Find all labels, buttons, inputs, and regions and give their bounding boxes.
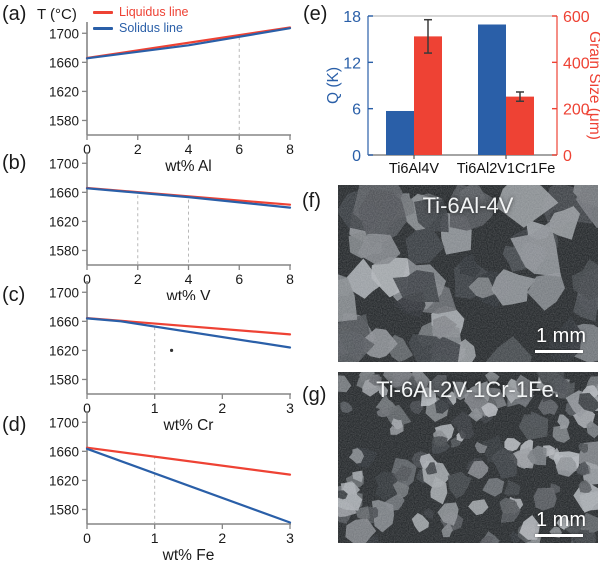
panel-b-tag: (b): [2, 152, 27, 174]
svg-text:wt% V: wt% V: [166, 288, 212, 300]
solidus-line: [85, 187, 292, 209]
svg-text:1700: 1700: [49, 156, 79, 171]
bar-grainsize-Ti6Al4V: [414, 36, 442, 155]
stray-dot: [169, 348, 174, 352]
svg-text:1620: 1620: [49, 84, 79, 99]
legend: Liquidus line Solidus line: [93, 4, 189, 36]
solidus-line: [85, 447, 292, 524]
svg-text:2: 2: [134, 141, 142, 157]
svg-text:wt% Fe: wt% Fe: [162, 547, 215, 564]
svg-text:0: 0: [352, 148, 361, 165]
temperature-axis-title: T (°C): [37, 6, 77, 23]
svg-text:6: 6: [352, 102, 361, 119]
legend-item-liquidus: Liquidus line: [93, 4, 189, 20]
bar-q-Ti6Al2V1Cr1Fe: [478, 24, 506, 155]
solidus-line: [85, 27, 292, 60]
svg-text:1: 1: [151, 530, 159, 546]
bar-q-Ti6Al4V: [386, 110, 414, 155]
svg-text:2: 2: [218, 400, 226, 416]
grain-size-axis-title: Grain Size (μm): [586, 31, 600, 140]
panel-g-tag: (g): [302, 384, 327, 406]
svg-text:1660: 1660: [49, 444, 79, 459]
svg-text:0: 0: [83, 400, 91, 416]
svg-text:18: 18: [343, 9, 361, 26]
chart-liquidus-solidus-vs-al: 1580 1620 1660 1700 0 2 4 6 8 wt% Al: [49, 22, 294, 172]
svg-text:1580: 1580: [49, 372, 79, 387]
panel-a-tag: (a): [2, 3, 27, 25]
svg-text:3: 3: [286, 530, 294, 546]
svg-text:1580: 1580: [49, 243, 79, 258]
panel-f-tag: (f): [302, 190, 321, 212]
svg-text:600: 600: [563, 9, 590, 26]
svg-text:0: 0: [83, 271, 91, 287]
svg-text:1700: 1700: [49, 415, 79, 430]
svg-text:1: 1: [151, 400, 159, 416]
svg-text:0: 0: [563, 148, 572, 165]
svg-text:4: 4: [185, 141, 193, 157]
svg-text:8: 8: [286, 141, 294, 157]
micrograph-g-alloy-label: Ti-6Al-2V-1Cr-1Fe.: [376, 377, 560, 402]
svg-text:0: 0: [83, 530, 91, 546]
svg-text:wt% Al: wt% Al: [164, 158, 212, 172]
category-label-Ti6Al2V1Cr1Fe: Ti6Al2V1Cr1Fe: [457, 161, 556, 177]
legend-label-solidus: Solidus line: [119, 21, 183, 35]
category-label-Ti6Al4V: Ti6Al4V: [389, 161, 440, 177]
liquidus-line: [85, 446, 292, 476]
svg-text:0: 0: [83, 141, 91, 157]
solidus-line-swatch: [93, 26, 113, 30]
svg-text:1660: 1660: [49, 185, 79, 200]
svg-text:6: 6: [235, 141, 243, 157]
svg-text:8: 8: [286, 271, 294, 287]
legend-label-liquidus: Liquidus line: [119, 5, 189, 19]
svg-text:1700: 1700: [49, 285, 79, 300]
micrograph-g-texture: [338, 372, 598, 543]
liquidus-line-swatch: [93, 10, 113, 14]
svg-text:6: 6: [235, 271, 243, 287]
panel-d-tag: (d): [2, 414, 27, 436]
micrograph-f-scalebar-label: 1 mm: [536, 325, 586, 347]
svg-text:4: 4: [185, 271, 193, 287]
svg-text:400: 400: [563, 55, 590, 72]
svg-text:1700: 1700: [49, 26, 79, 41]
svg-text:1620: 1620: [49, 343, 79, 358]
svg-text:1580: 1580: [49, 113, 79, 128]
chart-liquidus-solidus-vs-fe: 1580 1620 1660 1700 0 1 2 3 wt% Fe: [49, 411, 294, 564]
micrograph-f-alloy-label: Ti-6Al-4V: [422, 193, 514, 218]
bar-grainsize-Ti6Al2V1Cr1Fe: [506, 96, 534, 155]
chart-liquidus-solidus-vs-v: 1580 1620 1660 1700 0 2 4 6 8 wt% V: [49, 152, 294, 300]
panel-c-tag: (c): [2, 284, 26, 306]
svg-text:200: 200: [563, 102, 590, 119]
chart-liquidus-solidus-vs-cr: 1580 1620 1660 1700 0 1 2 3 wt% Cr: [49, 281, 294, 432]
solidus-line: [85, 317, 292, 349]
svg-text:3: 3: [286, 400, 294, 416]
chart-undercooling-grainsize-bars: 0 6 12 18 0 200 400 600 Q (K) Grain Size (μm) Ti6A…: [325, 9, 600, 177]
micrograph-f-texture: [338, 185, 598, 362]
legend-item-solidus: Solidus line: [93, 20, 189, 36]
svg-text:1620: 1620: [49, 473, 79, 488]
svg-text:1660: 1660: [49, 55, 79, 70]
micrograph-f: Ti-6Al-4V 1 mm: [338, 185, 598, 362]
svg-text:wt% Cr: wt% Cr: [163, 417, 214, 432]
micrograph-g-scalebar: [535, 534, 583, 537]
svg-text:2: 2: [218, 530, 226, 546]
svg-text:12: 12: [343, 55, 361, 72]
svg-text:1580: 1580: [49, 502, 79, 517]
svg-text:1660: 1660: [49, 314, 79, 329]
micrograph-g: Ti-6Al-2V-1Cr-1Fe. 1 mm: [338, 372, 598, 543]
svg-text:1620: 1620: [49, 214, 79, 229]
panel-e-tag: (e): [303, 3, 328, 25]
micrograph-f-scalebar: [535, 350, 583, 353]
q-axis-title: Q (K): [325, 67, 342, 104]
micrograph-g-scalebar-label: 1 mm: [536, 509, 586, 531]
svg-text:2: 2: [134, 271, 142, 287]
